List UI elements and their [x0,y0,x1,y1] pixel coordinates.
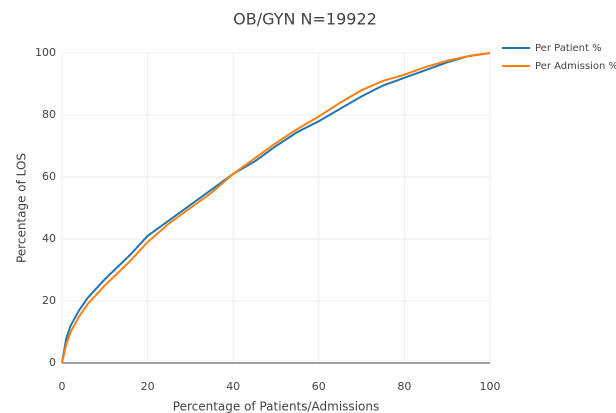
line [61,52,491,364]
x-tick-label: 60 [312,380,326,393]
x-tick-label: 0 [59,380,66,393]
y-tick-label: 0 [49,356,56,369]
x-tick-label: 80 [397,380,411,393]
chart-title: OB/GYN N=19922 [233,10,377,29]
y-tick-label: 100 [35,46,56,59]
x-tick-label: 100 [480,380,501,393]
y-tick-label: 60 [42,170,56,183]
y-tick-label: 40 [42,232,56,245]
legend-label: Per Patient % [535,43,602,54]
x-tick-label: 20 [141,380,155,393]
x-axis-label: Percentage of Patients/Admissions [173,400,379,413]
x-tick-label: 40 [226,380,240,393]
y-axis-label: Percentage of LOS [15,153,29,263]
legend-label: Per Admission % [535,61,616,72]
line [61,52,491,364]
y-tick-label: 80 [42,108,56,121]
y-tick-label: 20 [42,294,56,307]
